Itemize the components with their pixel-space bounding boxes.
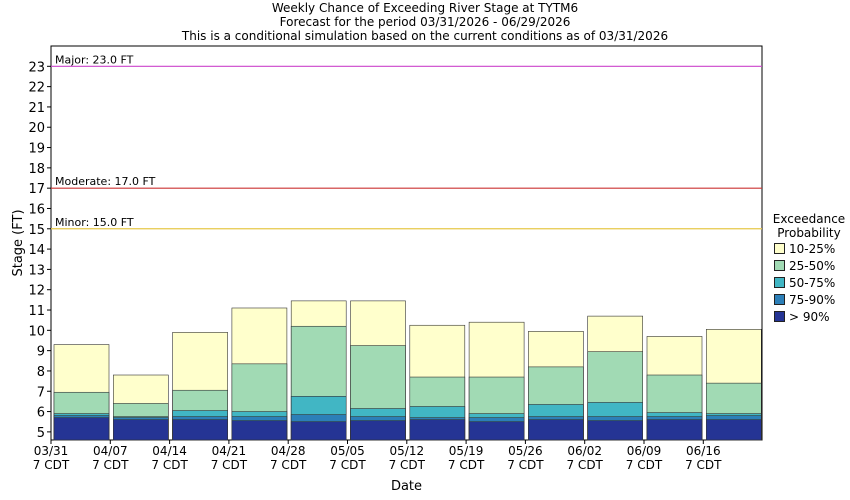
x-tick-time: 7 CDT: [626, 458, 663, 472]
x-tick-time: 7 CDT: [33, 458, 70, 472]
x-tick-date: 04/21: [212, 444, 247, 458]
legend-item-75-90: 75-90%: [768, 291, 850, 308]
y-tick-label: 23: [28, 60, 45, 75]
x-tick-date: 05/26: [508, 444, 543, 458]
legend-item-25-50: 25-50%: [768, 257, 850, 274]
y-tick-label: 6: [37, 406, 45, 421]
threshold-label: Major: 23.0 FT: [55, 53, 134, 66]
bar-segment: [53, 417, 110, 441]
y-tick-label: 18: [28, 162, 45, 177]
y-tick-label: 19: [28, 142, 45, 157]
plot-area: [50, 45, 763, 441]
x-tick-date: 03/31: [34, 444, 69, 458]
y-tick-label: 13: [28, 263, 45, 278]
y-axis-label: Stage (FT): [11, 209, 26, 276]
bar-segment: [113, 419, 169, 441]
y-tick-label: 14: [28, 243, 45, 258]
x-tick-date: 04/28: [271, 444, 306, 458]
legend-swatch: [774, 311, 785, 322]
bar-segment: [587, 420, 644, 441]
x-axis-label: Date: [391, 479, 422, 494]
bar-segment: [705, 419, 762, 441]
x-tick-time: 7 CDT: [389, 458, 426, 472]
x-tick-date: 05/19: [449, 444, 484, 458]
chart-note: This is a conditional simulation based o…: [181, 29, 669, 43]
x-tick-time: 7 CDT: [566, 458, 603, 472]
x-tick-time: 7 CDT: [685, 458, 722, 472]
y-tick-label: 20: [28, 121, 45, 136]
y-tick-label: 16: [28, 202, 45, 217]
legend-swatch: [774, 260, 785, 271]
legend-swatch: [774, 277, 785, 288]
bar-segment: [350, 420, 406, 441]
bar-segment: [231, 420, 288, 441]
x-tick-date: 05/05: [330, 444, 365, 458]
x-tick-date: 06/09: [627, 444, 662, 458]
threshold-label: Minor: 15.0 FT: [55, 216, 134, 229]
x-tick-time: 7 CDT: [92, 458, 129, 472]
x-tick-time: 7 CDT: [448, 458, 485, 472]
chart-title: Weekly Chance of Exceeding River Stage a…: [271, 1, 579, 15]
chart-titles: Weekly Chance of Exceeding River Stage a…: [0, 1, 850, 43]
chart-subtitle: Forecast for the period 03/31/2026 - 06/…: [279, 15, 571, 29]
y-tick-label: 17: [28, 182, 45, 197]
legend-title-line1: Exceedance: [772, 212, 846, 226]
y-tick-label: 9: [37, 345, 45, 360]
legend-swatch: [774, 243, 785, 254]
y-tick-label: 7: [37, 385, 45, 400]
x-tick-time: 7 CDT: [507, 458, 544, 472]
bar-segment: [409, 419, 466, 441]
legend-label: 10-25%: [789, 241, 836, 256]
x-tick-time: 7 CDT: [329, 458, 366, 472]
legend-swatch: [774, 294, 785, 305]
y-tick-label: 5: [37, 426, 45, 441]
legend: Exceedance Probability 10-25% 25-50% 50-…: [768, 212, 850, 325]
bar-segment: [172, 419, 228, 441]
y-tick-label: 8: [37, 365, 45, 380]
bar-segment: [468, 421, 525, 441]
x-tick-time: 7 CDT: [151, 458, 188, 472]
legend-item-50-75: 50-75%: [768, 274, 850, 291]
x-tick-date: 06/16: [686, 444, 721, 458]
x-tick-time: 7 CDT: [211, 458, 248, 472]
legend-label: 75-90%: [789, 292, 836, 307]
legend-item-10-25: 10-25%: [768, 240, 850, 257]
threshold-label: Moderate: 17.0 FT: [55, 175, 156, 188]
legend-label: 25-50%: [789, 258, 836, 273]
y-tick-label: 22: [28, 81, 45, 96]
y-tick-label: 15: [28, 223, 45, 238]
x-tick-time: 7 CDT: [270, 458, 307, 472]
x-tick-date: 06/02: [567, 444, 602, 458]
y-tick-label: 21: [28, 101, 45, 116]
x-tick-date: 04/14: [152, 444, 187, 458]
legend-title-line2: Probability: [777, 226, 841, 240]
y-tick-label: 11: [28, 304, 45, 319]
bar-segment: [646, 419, 703, 441]
legend-label: > 90%: [789, 309, 830, 324]
x-tick-date: 04/07: [93, 444, 128, 458]
y-tick-label: 10: [28, 324, 45, 339]
x-tick-date: 05/12: [390, 444, 425, 458]
bar-segment: [290, 421, 347, 441]
bar-segment: [528, 419, 584, 441]
y-tick-label: 12: [28, 284, 45, 299]
legend-label: 50-75%: [789, 275, 836, 290]
legend-item-gt-90: > 90%: [768, 308, 850, 325]
